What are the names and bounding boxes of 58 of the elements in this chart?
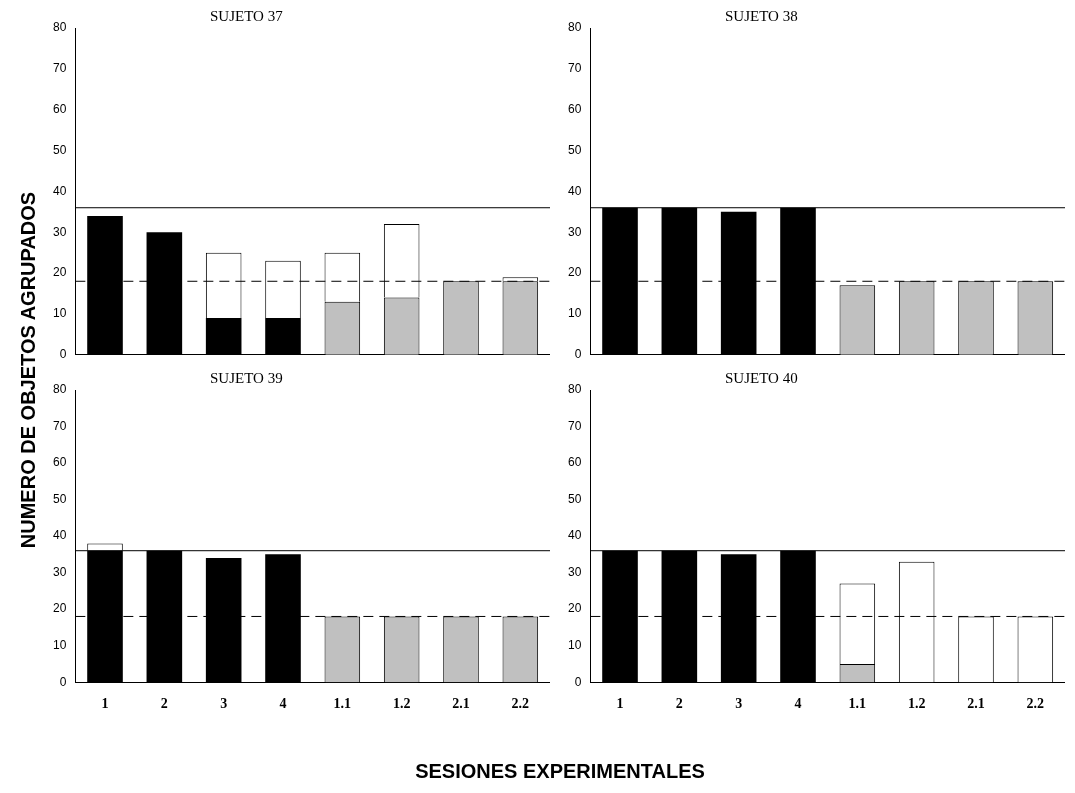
y-tick-label: 0 [574,347,582,362]
x-tick-label: 2 [675,696,683,712]
x-tick-label: 2.2 [511,696,530,712]
chart-title: SUJETO 38 [725,8,798,25]
y-tick-label: 60 [567,455,582,470]
x-tick-label: 1 [616,696,624,712]
y-tick-label: 30 [567,564,582,579]
x-axis-title: SESIONES EXPERIMENTALES [415,760,705,783]
x-tick-label: 1.1 [848,696,867,712]
y-tick-label: 50 [52,142,67,157]
x-tick-label: 1.1 [333,696,352,712]
x-tick-label: 1.2 [392,696,411,712]
y-tick-label: 10 [52,637,67,652]
y-tick-label: 0 [59,347,67,362]
y-tick-label: 70 [52,61,67,76]
y-tick-label: 10 [52,306,67,321]
y-tick-label: 60 [567,102,582,117]
y-tick-label: 80 [52,382,67,397]
x-tick-label: 4 [794,696,802,712]
x-tick-label: 1.2 [907,696,926,712]
y-tick-label: 40 [567,183,582,198]
y-tick-label: 30 [52,564,67,579]
y-tick-label: 80 [567,382,582,397]
y-tick-label: 0 [59,674,67,689]
y-tick-label: 30 [52,224,67,239]
y-tick-label: 20 [52,601,67,616]
y-tick-label: 40 [567,528,582,543]
x-tick-label: 2 [160,696,168,712]
x-tick-label: 1 [101,696,109,712]
y-tick-label: 0 [574,674,582,689]
x-tick-label: 3 [220,696,228,712]
y-tick-label: 70 [567,61,582,76]
y-tick-label: 50 [567,491,582,506]
y-tick-label: 80 [52,20,67,35]
chart-title: SUJETO 40 [725,370,798,387]
y-tick-label: 10 [567,306,582,321]
y-tick-label: 70 [52,418,67,433]
y-tick-label: 20 [567,265,582,280]
y-axis-title: NUMERO DE OBJETOS AGRUPADOS [16,191,40,549]
y-tick-label: 60 [52,455,67,470]
x-tick-label: 3 [735,696,743,712]
y-tick-label: 30 [567,224,582,239]
y-tick-label: 10 [567,637,582,652]
x-tick-label: 2.1 [452,696,470,712]
x-tick-label: 4 [279,696,287,712]
y-tick-label: 20 [567,601,582,616]
y-tick-label: 80 [567,20,582,35]
y-tick-label: 70 [567,418,582,433]
y-tick-label: 50 [52,491,67,506]
y-tick-label: 50 [567,142,582,157]
y-tick-label: 60 [52,102,67,117]
chart-title: SUJETO 37 [210,8,283,25]
y-tick-label: 40 [52,183,67,198]
y-tick-label: 20 [52,265,67,280]
chart-title: SUJETO 39 [210,370,283,387]
x-tick-label: 2.1 [967,696,985,712]
y-tick-label: 40 [52,528,67,543]
x-tick-label: 2.2 [1026,696,1045,712]
